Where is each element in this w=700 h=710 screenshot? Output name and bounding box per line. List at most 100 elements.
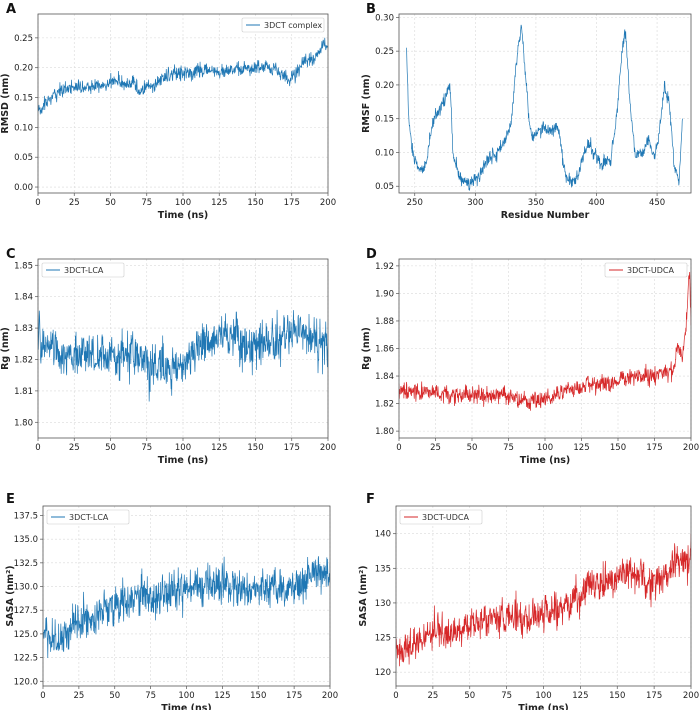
x-tick-label: 150 [247, 443, 263, 453]
y-tick-label: 125 [375, 634, 391, 644]
x-tick-label: 200 [683, 691, 699, 701]
legend-box [241, 17, 325, 33]
chart-panel-a: A 0 25 50 75 100 125 150 175 200 0.00 0.05 0.10 0.15 0… [0, 2, 336, 221]
y-tick-label: 0.05 [375, 182, 394, 192]
x-tick-label: 25 [69, 443, 80, 453]
x-tick-label: 175 [286, 691, 302, 701]
x-tick-label: 25 [430, 443, 441, 453]
y-tick-label: 1.86 [375, 345, 394, 355]
x-tick-label: 150 [609, 691, 625, 701]
plot-frame [37, 13, 329, 194]
series-line-3dct-udca [396, 533, 691, 667]
series-line-3dct-lca [38, 309, 328, 402]
x-tick-label: 125 [572, 691, 588, 701]
y-tick-label: 130.0 [14, 583, 38, 593]
x-tick-label: 100 [178, 691, 194, 701]
x-tick-label: 100 [175, 443, 191, 453]
x-axis-label: Time (ns) [520, 455, 571, 466]
y-axis-label: Rg (nm) [361, 327, 372, 370]
y-axis-label: Rg (nm) [0, 327, 11, 370]
y-tick-label: 0.30 [375, 13, 394, 23]
x-tick-label: 175 [646, 443, 662, 453]
x-tick-label: 75 [141, 443, 152, 453]
x-tick-label: 75 [141, 198, 152, 208]
legend: 3DCT-LCA [46, 509, 130, 525]
y-tick-label: 0.05 [14, 153, 33, 163]
plot-frame [395, 505, 692, 687]
y-tick-label: 0.15 [14, 94, 33, 104]
y-tick-label: 127.5 [14, 606, 38, 616]
y-axis-label: RMSD (nm) [0, 73, 11, 133]
x-axis-label: Time (ns) [161, 703, 212, 710]
x-tick-label: 0 [40, 691, 45, 701]
panel-label: D [366, 247, 377, 262]
x-axis-label: Residue Number [501, 210, 590, 221]
legend-label: 3DCT-UDCA [627, 266, 674, 275]
x-tick-label: 25 [427, 691, 438, 701]
y-tick-label: 1.90 [375, 289, 394, 299]
plot-frame [398, 13, 692, 194]
x-tick-label: 300 [467, 198, 483, 208]
x-tick-label: 25 [69, 198, 80, 208]
chart-panel-b: B 250 300 350 400 450 0.05 0.10 0.15 0.20 0.25 0.30… [361, 2, 692, 221]
plot-frame [37, 258, 329, 439]
y-tick-label: 122.5 [14, 654, 38, 664]
y-tick-label: 1.92 [375, 262, 394, 272]
y-tick-label: 0.00 [14, 183, 33, 193]
series-line-3dct-lca [43, 556, 330, 658]
x-tick-label: 125 [211, 443, 227, 453]
panel-label: B [366, 2, 376, 17]
x-tick-label: 75 [503, 443, 514, 453]
y-tick-label: 125.0 [14, 630, 38, 640]
x-axis-label: Time (ns) [158, 210, 209, 221]
x-tick-label: 150 [247, 198, 263, 208]
x-tick-label: 50 [105, 443, 116, 453]
y-tick-label: 1.88 [375, 317, 394, 327]
x-tick-label: 175 [284, 198, 300, 208]
x-tick-label: 50 [467, 443, 478, 453]
x-tick-label: 75 [145, 691, 156, 701]
x-tick-label: 450 [649, 198, 665, 208]
y-axis-label: RMSF (nm) [361, 74, 372, 133]
chart-panel-e: E 0 25 50 75 100 125 150 175 200 120.0 122.5 125.0 12… [5, 492, 338, 710]
x-tick-label: 125 [573, 443, 589, 453]
legend-box [399, 509, 483, 525]
x-tick-label: 400 [588, 198, 604, 208]
x-tick-label: 175 [284, 443, 300, 453]
chart-panel-c: C 0 25 50 75 100 125 150 175 200 1.80 1.81 1.82 1.83 1… [0, 247, 336, 466]
y-tick-label: 140 [375, 530, 391, 540]
x-tick-label: 125 [214, 691, 230, 701]
x-tick-label: 150 [610, 443, 626, 453]
plot-frame [42, 505, 331, 687]
x-tick-label: 0 [35, 198, 40, 208]
legend-label: 3DCT-LCA [64, 266, 104, 275]
y-tick-label: 1.84 [14, 293, 33, 303]
y-tick-label: 1.85 [14, 261, 33, 271]
x-tick-label: 200 [320, 443, 336, 453]
legend-label: 3DCT-LCA [69, 513, 109, 522]
x-tick-label: 150 [250, 691, 266, 701]
y-tick-label: 1.83 [14, 324, 33, 334]
x-axis-label: Time (ns) [158, 455, 209, 466]
legend-label: 3DCT-UDCA [422, 513, 469, 522]
chart-panel-d: D 0 25 50 75 100 125 150 175 200 1.80 1.82 1.84 1.86 1… [361, 247, 699, 466]
chart-panel-f: F 0 25 50 75 100 125 150 175 200 120 125 130 135 140 Ti… [358, 492, 699, 710]
y-axis-label: SASA (nm²) [358, 565, 369, 626]
y-tick-label: 0.10 [375, 148, 394, 158]
y-tick-label: 1.82 [375, 400, 394, 410]
y-tick-label: 1.82 [14, 355, 33, 365]
x-tick-label: 125 [211, 198, 227, 208]
legend-box [46, 509, 130, 525]
y-axis-label: SASA (nm²) [5, 565, 16, 626]
y-tick-label: 130 [375, 599, 391, 609]
legend: 3DCT complex [241, 17, 325, 33]
y-tick-label: 135.0 [14, 535, 38, 545]
y-tick-label: 120.0 [14, 677, 38, 687]
series-line-3dct-complex [38, 37, 328, 115]
x-tick-label: 0 [393, 691, 398, 701]
x-tick-label: 175 [646, 691, 662, 701]
y-tick-label: 0.25 [375, 47, 394, 57]
legend: 3DCT-UDCA [399, 509, 483, 525]
panel-label: E [6, 492, 15, 507]
